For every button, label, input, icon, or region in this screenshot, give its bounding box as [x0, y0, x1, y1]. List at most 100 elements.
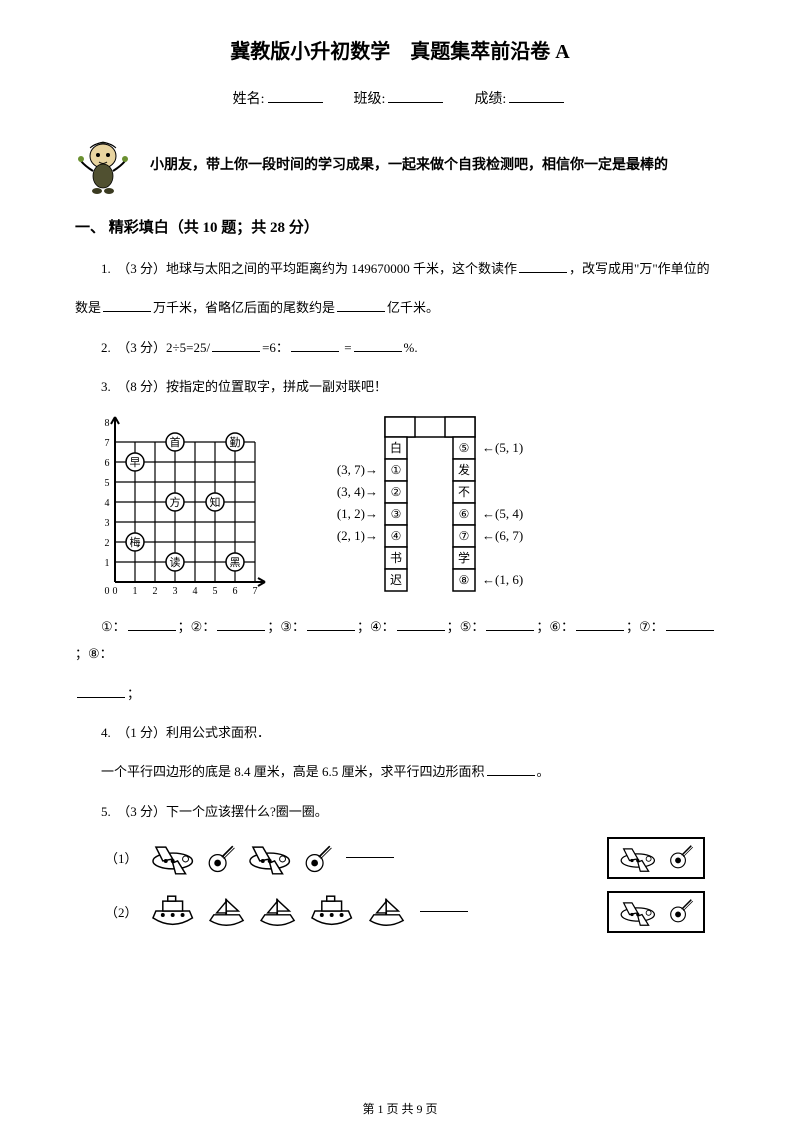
q3-blank-3[interactable]: [307, 630, 355, 631]
ans-7: ⑦：: [639, 619, 664, 634]
svg-text:勤: 勤: [230, 436, 241, 449]
svg-text:←(6, 7): ←(6, 7): [482, 528, 523, 543]
question-5: 5. （3 分）下一个应该摆什么?圈一圈。: [75, 798, 725, 825]
svg-text:书: 书: [390, 551, 402, 565]
question-3: 3. （8 分）按指定的位置取字，拼成一副对联吧！: [75, 373, 725, 400]
q1-text-1: 1. （3 分）地球与太阳之间的平均距离约为 149670000 千米，这个数读…: [101, 261, 517, 276]
q4-text-2: 。: [537, 764, 550, 779]
q2-blank-2[interactable]: [291, 351, 339, 352]
svg-text:(3, 7)→: (3, 7)→: [337, 462, 378, 477]
svg-text:①: ①: [391, 463, 402, 477]
svg-text:④: ④: [391, 529, 402, 543]
q3-blank-1[interactable]: [128, 630, 176, 631]
svg-text:发: 发: [458, 462, 470, 477]
svg-text:(3, 4)→: (3, 4)→: [337, 484, 378, 499]
q4-text-1: 一个平行四边形的底是 8.4 厘米，高是 6.5 厘米，求平行四边形面积: [101, 764, 485, 779]
ans-1: ①：: [101, 619, 126, 634]
q3-blank-4[interactable]: [397, 630, 445, 631]
section-1-header: 一、 精彩填白（共 10 题；共 28 分）: [75, 216, 725, 237]
svg-text:3: 3: [105, 518, 110, 529]
score-blank[interactable]: [509, 102, 564, 103]
svg-text:2: 2: [153, 586, 158, 597]
svg-text:←(5, 4): ←(5, 4): [482, 506, 523, 521]
svg-text:2: 2: [105, 538, 110, 549]
q1-text-4: 万千米，省略亿后面的尾数约是: [153, 300, 335, 315]
q3-blank-6[interactable]: [576, 630, 624, 631]
q3-diagram: 01234567123456780早首勤方知梅读黑 白①②③④书迟⑤发不⑥⑦学⑧…: [95, 412, 725, 597]
page-footer: 第 1 页 共 9 页: [0, 1100, 800, 1117]
svg-text:3: 3: [173, 586, 178, 597]
svg-text:6: 6: [105, 458, 110, 469]
svg-text:⑦: ⑦: [459, 529, 470, 543]
svg-text:早: 早: [130, 456, 141, 469]
svg-text:③: ③: [391, 507, 402, 521]
pattern-row-1: （1）: [105, 837, 725, 879]
svg-text:读: 读: [170, 555, 181, 569]
question-2: 2. （3 分）2÷5=25/=6： =%.: [75, 334, 725, 361]
q1-blank-1[interactable]: [519, 272, 567, 273]
q2-blank-3[interactable]: [354, 351, 402, 352]
svg-text:0: 0: [105, 586, 110, 597]
q1-text-3: 数是: [75, 300, 101, 315]
q2-blank-1[interactable]: [212, 351, 260, 352]
ans-5: ⑤：: [460, 619, 485, 634]
svg-text:6: 6: [233, 586, 238, 597]
svg-text:②: ②: [391, 485, 402, 499]
svg-text:4: 4: [193, 586, 198, 597]
svg-text:1: 1: [133, 586, 138, 597]
svg-text:⑧: ⑧: [459, 573, 470, 587]
class-label: 班级:: [354, 92, 386, 107]
q4-blank[interactable]: [487, 775, 535, 776]
score-label: 成绩:: [474, 92, 506, 107]
pattern-2-answer[interactable]: [607, 891, 705, 933]
question-4-line1: 4. （1 分）利用公式求面积．: [75, 719, 725, 746]
svg-text:5: 5: [105, 478, 110, 489]
q1-blank-3[interactable]: [337, 311, 385, 312]
svg-text:学: 学: [458, 550, 470, 565]
q1-text-5: 亿千米。: [387, 300, 439, 315]
svg-text:白: 白: [390, 440, 402, 455]
svg-text:4: 4: [105, 498, 110, 509]
q3-blank-8[interactable]: [77, 697, 125, 698]
svg-text:首: 首: [170, 435, 181, 449]
ans-3: ③：: [280, 619, 305, 634]
question-4-line2: 一个平行四边形的底是 8.4 厘米，高是 6.5 厘米，求平行四边形面积 。: [75, 758, 725, 785]
pattern-2-blank[interactable]: [420, 911, 468, 912]
ans-6: ⑥：: [549, 619, 574, 634]
q2-text-1: 2. （3 分）2÷5=25/: [101, 340, 210, 355]
svg-text:←(5, 1): ←(5, 1): [482, 440, 523, 455]
svg-text:5: 5: [213, 586, 218, 597]
svg-text:7: 7: [105, 438, 110, 449]
q1-blank-2[interactable]: [103, 311, 151, 312]
svg-text:梅: 梅: [130, 535, 141, 549]
svg-text:不: 不: [458, 485, 470, 499]
svg-text:7: 7: [253, 586, 258, 597]
q2-text-2: =6：: [262, 340, 289, 355]
name-blank[interactable]: [268, 102, 323, 103]
class-blank[interactable]: [388, 102, 443, 103]
q3-blank-5[interactable]: [486, 630, 534, 631]
name-label: 姓名:: [233, 92, 265, 107]
student-info-row: 姓名: 班级: 成绩:: [75, 88, 725, 108]
pattern-1-blank[interactable]: [346, 857, 394, 858]
q3-answers: ①：；②：；③：；④：；⑤：；⑥：；⑦：；⑧：: [75, 613, 725, 668]
pattern-2-label: （2）: [105, 902, 138, 921]
ans-4: ④：: [370, 619, 395, 634]
page-title: 冀教版小升初数学 真题集萃前沿卷 A: [75, 35, 725, 64]
pattern-1-answer[interactable]: [607, 837, 705, 879]
q3-blank-7[interactable]: [666, 630, 714, 631]
pattern-row-2: （2）: [105, 891, 725, 933]
q3-blank-2[interactable]: [217, 630, 265, 631]
svg-text:0: 0: [113, 586, 118, 597]
boxes-diagram: 白①②③④书迟⑤发不⑥⑦学⑧(3, 7)→(3, 4)→(1, 2)→(2, 1…: [290, 412, 580, 597]
svg-text:(2, 1)→: (2, 1)→: [337, 528, 378, 543]
encourage-text: 小朋友，带上你一段时间的学习成果，一起来做个自我检测吧，相信你一定是最棒的: [150, 153, 668, 178]
svg-text:黑: 黑: [230, 556, 241, 569]
ans-2: ②：: [191, 619, 216, 634]
pattern-1-icons: [148, 839, 335, 877]
svg-text:1: 1: [105, 558, 110, 569]
svg-text:⑤: ⑤: [459, 441, 470, 455]
pattern-2-icons: [148, 893, 408, 931]
svg-text:方: 方: [170, 495, 181, 509]
svg-text:⑥: ⑥: [459, 507, 470, 521]
